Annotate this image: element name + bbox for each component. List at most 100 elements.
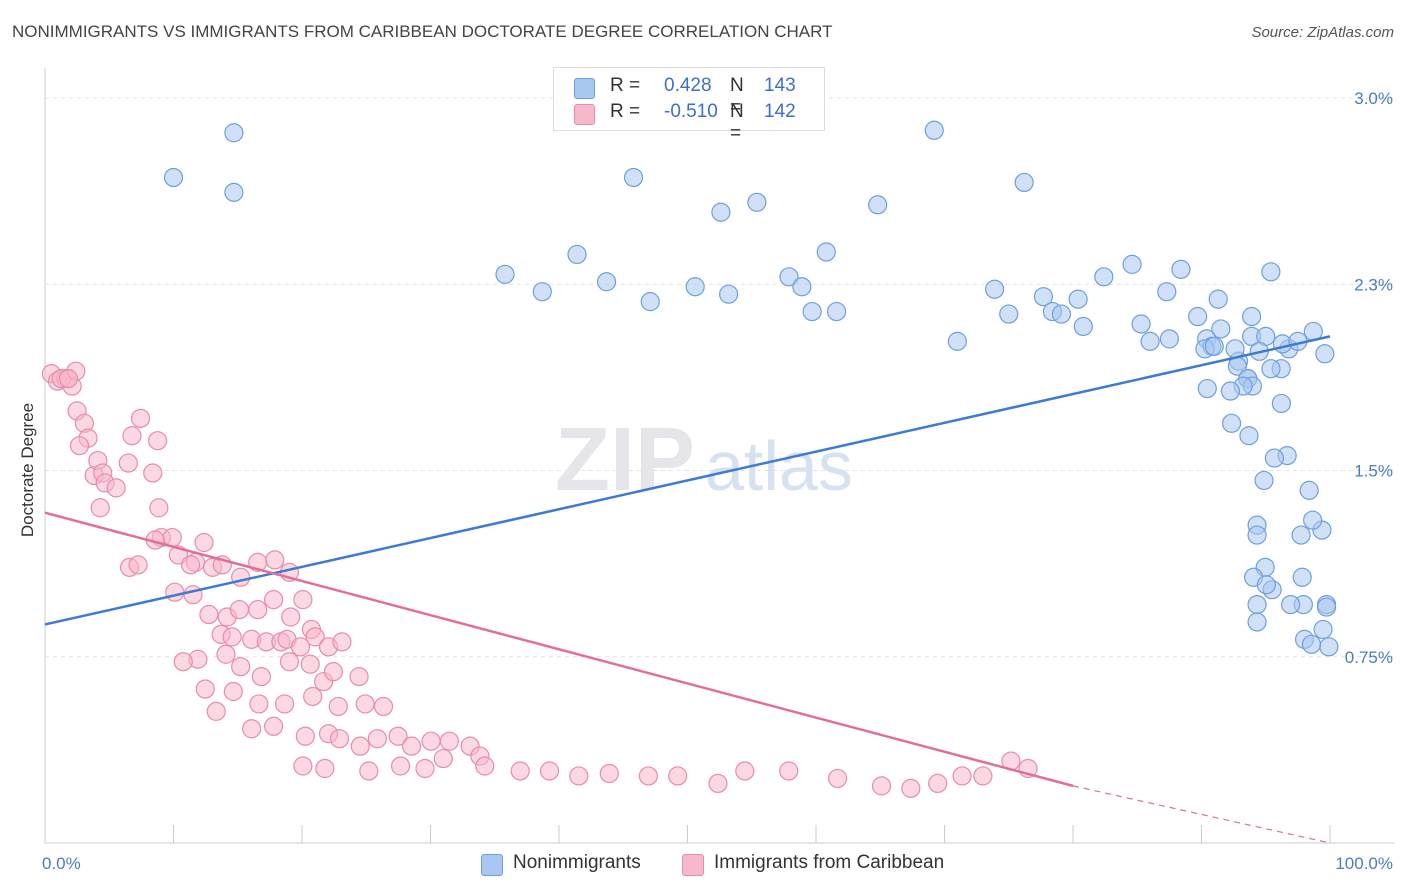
point-caribbean xyxy=(222,627,242,647)
n-label: N = xyxy=(730,75,744,118)
point-caribbean xyxy=(355,694,375,714)
point-nonimmigrants xyxy=(1315,344,1335,364)
point-caribbean xyxy=(401,736,422,756)
x-tick-label-max: 100.0% xyxy=(1335,854,1393,873)
point-caribbean xyxy=(58,369,79,389)
point-caribbean xyxy=(952,766,972,786)
point-nonimmigrants xyxy=(596,272,617,292)
y-tick-label: 1.5% xyxy=(1354,462,1393,481)
point-caribbean xyxy=(315,758,335,779)
point-caribbean xyxy=(106,478,126,498)
point-caribbean xyxy=(194,532,214,553)
axes xyxy=(44,68,1395,844)
point-nonimmigrants xyxy=(1068,289,1088,309)
point-nonimmigrants xyxy=(1208,289,1228,309)
n-value: 143 xyxy=(764,75,796,96)
point-nonimmigrants xyxy=(711,202,731,222)
trend-line-caribbean xyxy=(44,511,1074,788)
point-nonimmigrants xyxy=(532,282,552,302)
point-caribbean xyxy=(231,657,251,677)
point-nonimmigrants xyxy=(1254,470,1274,491)
point-caribbean xyxy=(248,599,268,620)
point-nonimmigrants xyxy=(1159,329,1179,349)
point-nonimmigrants xyxy=(495,264,515,284)
point-nonimmigrants xyxy=(1131,314,1151,334)
point-nonimmigrants xyxy=(1094,267,1114,287)
point-nonimmigrants xyxy=(1303,510,1323,530)
point-caribbean xyxy=(871,776,892,796)
point-caribbean xyxy=(274,694,295,714)
point-caribbean xyxy=(827,768,848,789)
point-nonimmigrants xyxy=(1197,378,1217,399)
r-value: -0.510 xyxy=(664,101,718,122)
point-caribbean xyxy=(293,590,313,610)
point-caribbean xyxy=(265,550,285,570)
point-nonimmigrants xyxy=(802,301,822,322)
point-caribbean xyxy=(349,667,369,687)
point-caribbean xyxy=(350,736,370,756)
point-nonimmigrants xyxy=(747,192,767,212)
point-nonimmigrants xyxy=(1221,413,1242,433)
point-nonimmigrants xyxy=(985,279,1005,299)
point-caribbean xyxy=(118,453,138,473)
point-caribbean xyxy=(329,729,350,749)
r-value: 0.428 xyxy=(664,75,712,96)
point-nonimmigrants xyxy=(1157,282,1177,302)
point-nonimmigrants xyxy=(567,244,587,265)
point-nonimmigrants xyxy=(1281,594,1301,615)
legend-swatch-nonimmigrants xyxy=(574,78,595,99)
legend-label: Nonimmigrants xyxy=(513,852,641,873)
point-caribbean xyxy=(293,756,313,776)
point-caribbean xyxy=(264,590,284,610)
point-nonimmigrants xyxy=(623,167,644,188)
point-nonimmigrants xyxy=(163,167,184,188)
point-caribbean xyxy=(388,726,408,746)
x-tick-label-min: 0.0% xyxy=(42,854,81,873)
point-caribbean xyxy=(928,773,948,794)
n-value: 142 xyxy=(764,101,796,122)
data-points xyxy=(41,120,1339,798)
n-label: N = xyxy=(730,101,744,144)
point-nonimmigrants xyxy=(1242,306,1262,327)
point-nonimmigrants xyxy=(1204,336,1224,356)
point-nonimmigrants xyxy=(1247,612,1267,632)
point-caribbean xyxy=(143,463,163,483)
point-nonimmigrants xyxy=(1220,381,1241,401)
point-nonimmigrants xyxy=(1073,316,1093,337)
point-caribbean xyxy=(367,729,387,749)
y-axis-label: Doctorate Degree xyxy=(18,403,37,537)
point-nonimmigrants xyxy=(1171,259,1191,279)
r-label: R = xyxy=(610,75,641,96)
point-caribbean xyxy=(328,696,348,717)
r-label: R = xyxy=(610,101,641,122)
point-nonimmigrants xyxy=(1247,594,1267,615)
point-nonimmigrants xyxy=(868,195,888,215)
point-nonimmigrants xyxy=(792,277,812,297)
point-caribbean xyxy=(439,731,459,751)
point-nonimmigrants xyxy=(1256,575,1276,595)
point-caribbean xyxy=(569,766,589,786)
point-nonimmigrants xyxy=(1292,567,1312,587)
point-caribbean xyxy=(229,599,250,620)
point-caribbean xyxy=(359,761,379,781)
point-caribbean xyxy=(708,773,728,794)
point-nonimmigrants xyxy=(640,292,660,312)
tick-labels: 3.0% 2.3% 1.5% 0.75% 0.0% 100.0% xyxy=(42,89,1393,873)
watermark-atlas: atlas xyxy=(705,427,853,505)
point-nonimmigrants xyxy=(1122,254,1142,274)
legend-swatch-nonimmigrants xyxy=(481,854,503,876)
point-caribbean xyxy=(216,644,236,664)
point-caribbean xyxy=(251,667,271,687)
point-caribbean xyxy=(295,726,315,746)
point-caribbean xyxy=(281,607,301,627)
point-nonimmigrants xyxy=(1033,287,1054,307)
point-caribbean xyxy=(149,498,169,518)
point-caribbean xyxy=(290,637,311,657)
point-caribbean xyxy=(122,426,142,446)
chart-title: NONIMMIGRANTS VS IMMIGRANTS FROM CARIBBE… xyxy=(12,22,833,41)
point-caribbean xyxy=(300,654,320,674)
point-caribbean xyxy=(433,748,453,769)
point-caribbean xyxy=(130,408,151,428)
trend-lines xyxy=(44,335,1331,844)
point-nonimmigrants xyxy=(1301,634,1322,654)
